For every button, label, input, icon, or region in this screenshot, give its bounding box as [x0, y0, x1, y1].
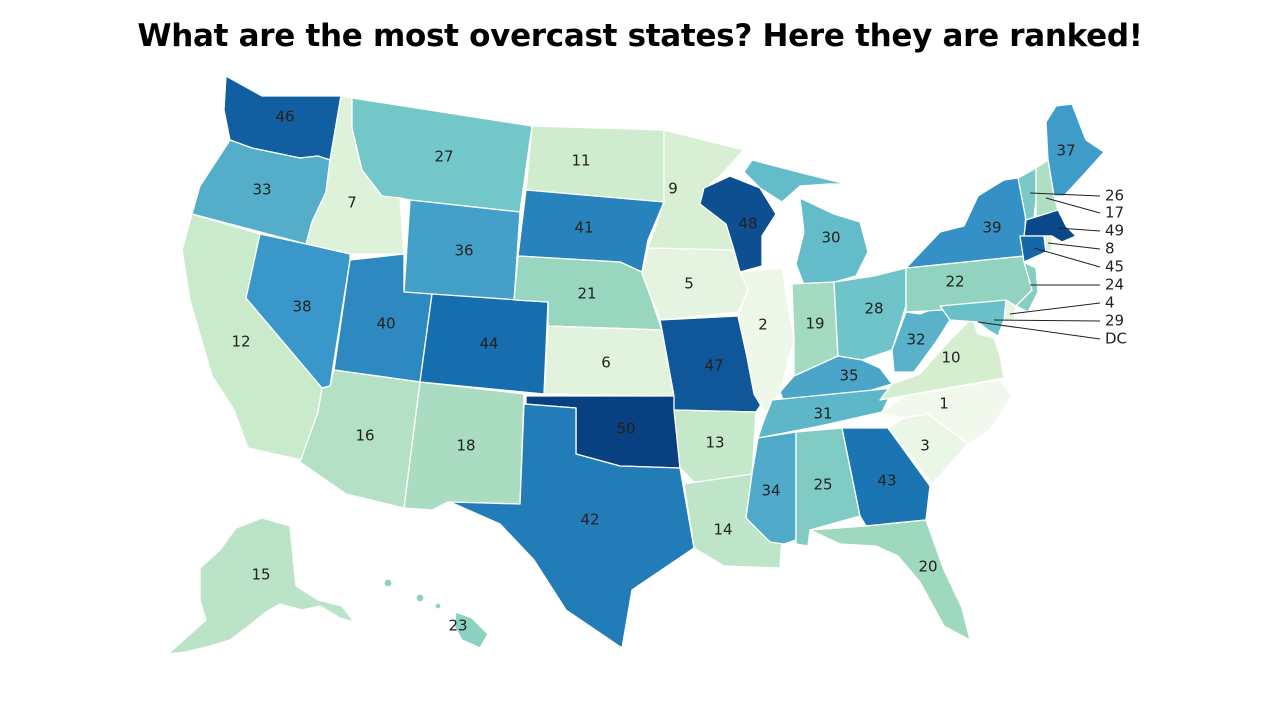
rank-label-az: 16: [355, 427, 374, 445]
callout-label-md: 29: [1105, 312, 1124, 330]
callout-label-ri: 8: [1105, 240, 1115, 258]
rank-label-oh: 28: [864, 300, 883, 318]
rank-label-nc: 1: [939, 395, 949, 413]
leader-line-nh: [1045, 197, 1101, 214]
rank-label-nv: 38: [292, 298, 311, 316]
rank-label-ne: 21: [577, 285, 596, 303]
state-il[interactable]: [737, 267, 795, 415]
rank-label-hi: 23: [448, 617, 467, 635]
rank-label-va: 10: [941, 349, 960, 367]
state-mt[interactable]: [351, 97, 533, 213]
state-tx[interactable]: [449, 403, 695, 649]
rank-label-ar: 13: [705, 434, 724, 452]
state-va[interactable]: [879, 317, 1005, 401]
state-wi[interactable]: [699, 175, 777, 273]
rank-label-ca: 12: [231, 333, 250, 351]
callout-leader-lines: [977, 192, 1101, 340]
rank-label-wa: 46: [275, 108, 294, 126]
leader-line-dc: [977, 321, 1101, 340]
rank-label-ok: 50: [616, 420, 635, 438]
rank-label-il: 2: [758, 316, 768, 334]
rank-label-ks: 6: [601, 354, 611, 372]
rank-label-nm: 18: [456, 437, 475, 455]
callout-label-de: 4: [1105, 294, 1115, 312]
rank-label-me: 37: [1056, 142, 1075, 160]
rank-label-tx: 42: [580, 511, 599, 529]
rank-label-sc: 3: [920, 437, 930, 455]
callout-label-ma: 49: [1105, 222, 1124, 240]
callout-label-dc: DC: [1105, 330, 1127, 348]
rank-label-or: 33: [252, 181, 271, 199]
leader-line-vt: [1029, 192, 1101, 197]
state-hi[interactable]: [453, 611, 489, 649]
rank-label-wi: 48: [738, 215, 757, 233]
rank-label-in: 19: [805, 315, 824, 333]
state-fl[interactable]: [809, 519, 971, 641]
state-ak[interactable]: [167, 517, 355, 655]
rank-label-tn: 31: [813, 405, 832, 423]
rank-label-mt: 27: [434, 148, 453, 166]
rank-label-wv: 32: [906, 331, 925, 349]
state-hi-islet-3[interactable]: [434, 602, 442, 610]
leader-line-ri: [1047, 242, 1101, 250]
state-mi[interactable]: [743, 159, 847, 203]
state-rank-labels: 46 33 12 7 38 27 36 40 16 44 18 11 41 21…: [231, 108, 1075, 635]
callout-label-vt: 26: [1105, 187, 1124, 205]
leader-line-md: [993, 319, 1101, 322]
state-ct[interactable]: [1019, 235, 1047, 263]
state-mi-lower[interactable]: [795, 197, 869, 291]
rank-label-wy: 36: [454, 242, 473, 260]
rank-label-al: 25: [813, 476, 832, 494]
state-hi-islet-1[interactable]: [383, 578, 393, 588]
leader-line-ma: [1057, 227, 1101, 232]
rank-label-ga: 43: [877, 472, 896, 490]
rank-label-ny: 39: [982, 219, 1001, 237]
state-nh[interactable]: [1035, 159, 1059, 219]
rank-label-fl: 20: [918, 558, 937, 576]
rank-label-la: 14: [713, 521, 732, 539]
rank-label-pa: 22: [945, 273, 964, 291]
map-title: What are the most overcast states? Here …: [137, 18, 1143, 54]
rank-label-ky: 35: [839, 367, 858, 385]
rank-label-mo: 47: [704, 357, 723, 375]
state-ny[interactable]: [905, 177, 1027, 269]
callout-label-nj: 24: [1105, 276, 1124, 294]
rank-label-id: 7: [347, 194, 357, 212]
rank-label-sd: 41: [574, 219, 593, 237]
state-ri[interactable]: [1043, 235, 1053, 253]
rank-label-mi: 30: [821, 229, 840, 247]
state-ia[interactable]: [641, 247, 749, 321]
state-nv[interactable]: [245, 233, 351, 389]
rank-label-nd: 11: [571, 152, 590, 170]
rank-label-mn: 9: [668, 180, 678, 198]
rank-label-ut: 40: [376, 315, 395, 333]
state-md[interactable]: [939, 299, 1007, 337]
callout-labels: 26 17 49 8 45 24 4 29 DC: [1105, 187, 1127, 348]
rank-label-ms: 34: [761, 482, 780, 500]
state-hi-islet-2[interactable]: [415, 593, 425, 603]
leader-line-ct: [1033, 247, 1101, 268]
state-nd[interactable]: [525, 125, 665, 203]
rank-label-ia: 5: [684, 275, 694, 293]
state-nm[interactable]: [403, 381, 525, 511]
callout-label-nh: 17: [1105, 204, 1124, 222]
rank-label-co: 44: [479, 335, 498, 353]
callout-label-ct: 45: [1105, 258, 1124, 276]
leader-line-de: [1009, 302, 1101, 315]
rank-label-ak: 15: [251, 566, 270, 584]
